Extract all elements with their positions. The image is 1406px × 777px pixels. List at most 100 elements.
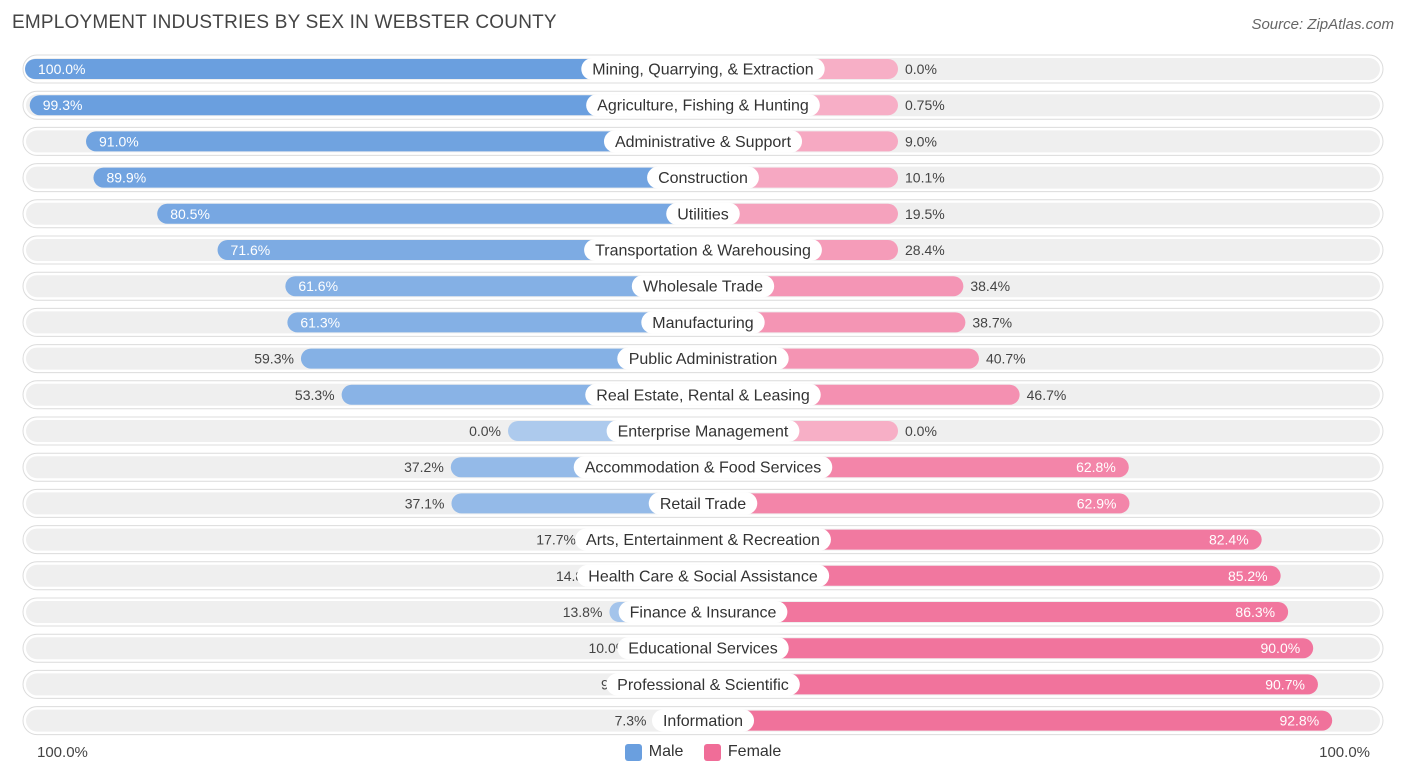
data-label-male: 71.6% [231,242,271,258]
legend-swatch-female [703,743,721,761]
bar-male[interactable] [217,240,703,260]
bar-male[interactable] [285,276,703,297]
category-label: Arts, Entertainment & Recreation [586,532,820,549]
bar-female[interactable] [703,312,966,333]
bar-male[interactable] [86,131,703,152]
category-label: Manufacturing [652,315,753,332]
chart-row: 13.8% 86.3% Finance & Insurance [22,597,1384,627]
category-label: Retail Trade [660,496,746,513]
axis-right-label: 100.0% [1319,744,1370,761]
chart-row: 100.0% 0.0% Mining, Quarrying, & Extractio… [22,54,1384,84]
bar-male[interactable] [300,348,703,369]
chart-row: 0.0% 0.0% Enterprise Management [22,416,1384,446]
bar-male[interactable] [25,59,703,79]
data-label-male: 89.9% [106,170,146,186]
bar-male[interactable] [29,95,704,116]
category-label: Information [663,713,743,730]
chart-row: 71.6% 28.4% Transportation & Warehousing [22,235,1384,265]
bar-male[interactable] [451,493,703,514]
data-label-male: 7.3% [615,713,647,729]
data-label-male: 37.2% [404,459,444,475]
category-pill [617,637,789,660]
chart-row: 61.3% 38.7% Manufacturing [22,307,1384,337]
category-label: Administrative & Support [615,134,792,151]
category-pill [573,456,833,479]
chart-row: 10.0% 90.0%Educational Services [22,633,1384,663]
category-label: Utilities [677,206,729,223]
data-label-male: 53.3% [295,387,335,403]
chart-row: 89.9% 10.1% Construction [22,163,1384,193]
bar-female[interactable] [703,203,898,224]
bar-female[interactable] [703,565,1281,586]
data-label-female: 85.2% [1228,568,1268,584]
chart-row: 53.3% 46.7% Real Estate, Rental & Leasing [22,380,1384,410]
legend: Male Female [0,743,1406,766]
data-label-male: 99.3% [43,97,83,113]
category-label: Health Care & Social Assistance [588,568,818,585]
category-label: Enterprise Management [618,424,789,441]
bar-female[interactable] [703,602,1289,622]
legend-item-female[interactable]: Female [703,743,781,761]
data-label-female: 86.3% [1235,604,1275,620]
category-label: Professional & Scientific [617,677,789,694]
data-label-female: 9.0% [905,133,937,149]
category-pill [575,528,831,551]
category-pill [576,564,830,587]
chart-title: EMPLOYMENT INDUSTRIES BY SEX IN WEBSTER … [12,12,557,33]
chart-row: 7.3% 92.8% Information [22,706,1384,736]
data-label-male: 100.0% [38,61,85,77]
data-label-male: 80.5% [170,206,210,222]
category-pill [651,709,755,732]
bar-female[interactable] [703,493,1130,514]
category-label: Agriculture, Fishing & Hunting [597,98,809,115]
chart-row: 91.0% 9.0% Administrative & Support [22,126,1384,156]
category-pill [603,130,803,153]
category-label: Wholesale Trade [643,279,763,296]
data-label-male: 91.0% [99,133,139,149]
category-pill [586,94,820,117]
category-pill [585,383,821,406]
data-label-male: 13.8% [563,604,603,620]
data-label-male: 37.1% [405,495,445,511]
category-pill [606,673,800,696]
category-label: Mining, Quarrying, & Extraction [592,62,813,79]
category-label: Public Administration [629,351,778,368]
axis-left-label: 100.0% [37,744,88,761]
bar-female[interactable] [703,529,1262,550]
data-label-female: 38.4% [970,278,1010,294]
chart-row: 37.2% 62.8% Accommodation & Food Services [22,452,1384,482]
bar-male[interactable] [287,312,703,333]
data-label-male: 17.7% [536,532,576,548]
legend-label-male: Male [648,743,684,760]
category-label: Transportation & Warehousing [595,243,811,260]
data-label-female: 40.7% [986,351,1026,367]
bar-male[interactable] [157,203,703,224]
category-label: Real Estate, Rental & Leasing [596,387,809,404]
category-label: Construction [658,170,748,187]
data-label-female: 90.0% [1260,640,1300,656]
data-label-female: 38.7% [972,314,1012,330]
chart-row: 9.3%90.7%Professional & Scientific [22,669,1384,699]
data-label-female: 28.4% [905,242,945,258]
bar-female[interactable] [703,674,1318,695]
data-label-female: 10.1% [905,170,945,186]
category-label: Finance & Insurance [630,605,777,622]
category-pill [584,239,822,261]
legend-item-male[interactable]: Male [624,743,684,761]
data-label-female: 0.75% [905,97,945,113]
category-pill [647,166,759,189]
legend-swatch-male [624,743,642,761]
category-pill [617,347,789,370]
data-label-male: 61.6% [298,278,338,294]
category-pill [581,58,825,80]
category-pill [631,275,775,298]
chart-row: 99.3% 0.75% Agriculture, Fishing & Hunting [22,90,1384,120]
data-label-female: 46.7% [1027,387,1067,403]
data-label-female: 90.7% [1265,676,1305,692]
data-label-female: 0.0% [905,61,937,77]
bar-female[interactable] [703,710,1333,731]
data-label-male: 0.0% [469,423,501,439]
data-label-female: 82.4% [1209,532,1249,548]
bar-female[interactable] [703,638,1314,659]
bar-male[interactable] [93,167,703,188]
